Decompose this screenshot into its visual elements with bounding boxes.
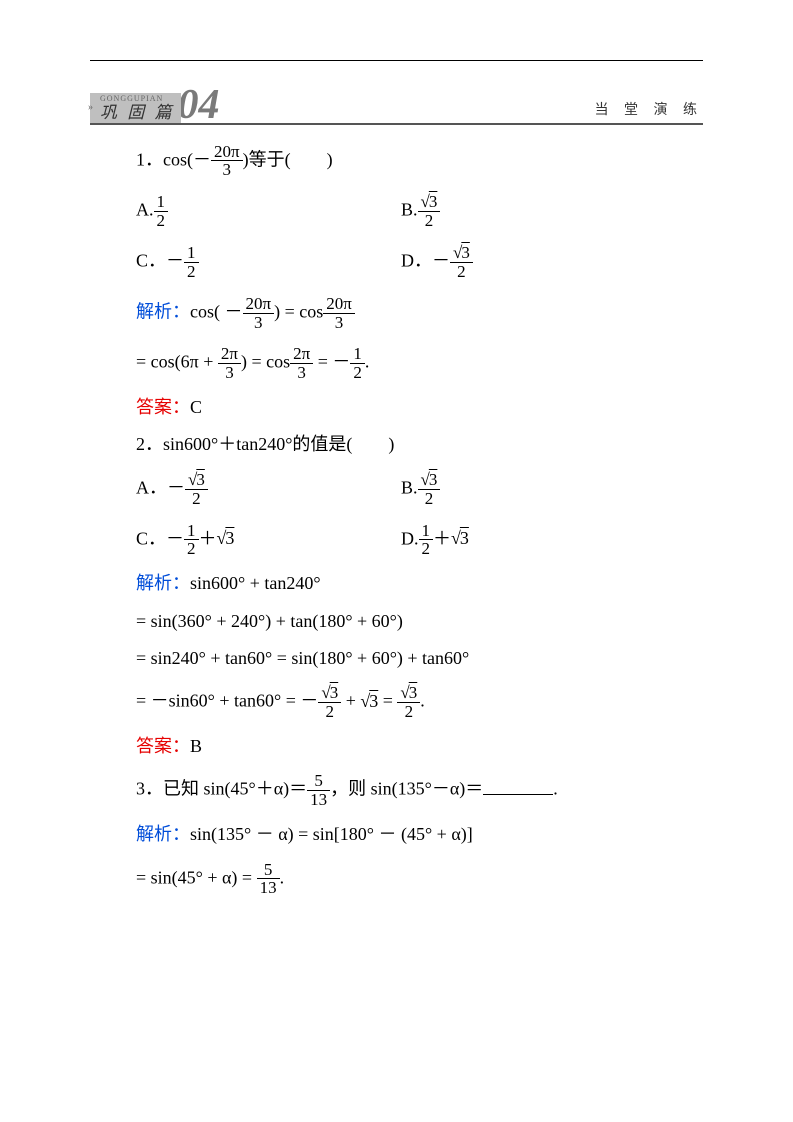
- choice-d: D.12＋3: [401, 522, 469, 559]
- badge-number: 04: [178, 89, 220, 123]
- q3-solution-1: 解析：sin(135° － α) = sin[180° － (45° + α)]: [136, 823, 703, 846]
- banner-right: 当 堂 演 练: [595, 99, 704, 123]
- label-answer: 答案：: [136, 736, 190, 756]
- page: » GONGGUPIAN 巩 固 篇 04 当 堂 演 练 1．cos(－20π…: [0, 0, 793, 951]
- label-solution: 解析：: [136, 824, 190, 844]
- text: 1．cos(－: [136, 149, 211, 169]
- content: 1．cos(－20π3)等于( ) A.12 B.32 C．－12 D．－32 …: [90, 143, 703, 898]
- q1-stem: 1．cos(－20π3)等于( ): [136, 143, 703, 180]
- chevron-icon: »: [88, 103, 93, 113]
- q2-stem: 2．sin600°＋tan240°的值是( ): [136, 433, 703, 456]
- q1-answer: 答案：C: [136, 396, 703, 419]
- q1-choices-ab: A.12 B.32: [136, 193, 703, 230]
- q2-solution-3: = sin240° + tan60° = sin(180° + 60°) + t…: [136, 647, 703, 670]
- q2-choices-ab: A．－32 B.32: [136, 471, 703, 508]
- label-solution: 解析：: [136, 573, 190, 593]
- fill-blank: [483, 794, 553, 795]
- badge-en: GONGGUPIAN: [100, 95, 175, 103]
- choice-c: C．－12: [136, 244, 401, 281]
- badge: » GONGGUPIAN 巩 固 篇 04: [90, 89, 220, 123]
- text: )等于( ): [243, 149, 333, 169]
- choice-d: D．－32: [401, 244, 473, 281]
- q2-solution-1: 解析：sin600° + tan240°: [136, 572, 703, 595]
- q3-stem: 3．已知 sin(45°＋α)＝513，则 sin(135°－α)＝.: [136, 772, 703, 809]
- q3-solution-2: = sin(45° + α) = 513.: [136, 861, 703, 898]
- q2-solution-4: = －sin60° + tan60° = －32 + 3 = 32.: [136, 684, 703, 721]
- fraction: 20π3: [211, 143, 243, 180]
- q2-choices-cd: C．－12＋3 D.12＋3: [136, 522, 703, 559]
- q1-choices-cd: C．－12 D．－32: [136, 244, 703, 281]
- q2-answer: 答案：B: [136, 735, 703, 758]
- choice-b: B.32: [401, 471, 440, 508]
- badge-box: » GONGGUPIAN 巩 固 篇: [90, 93, 181, 123]
- q2-solution-2: = sin(360° + 240°) + tan(180° + 60°): [136, 610, 703, 633]
- label-answer: 答案：: [136, 397, 190, 417]
- label-solution: 解析：: [136, 301, 190, 321]
- section-banner: » GONGGUPIAN 巩 固 篇 04 当 堂 演 练: [90, 89, 703, 125]
- badge-cn: 巩 固 篇: [100, 103, 175, 122]
- q1-solution-1: 解析：cos( －20π3) = cos20π3: [136, 295, 703, 332]
- choice-c: C．－12＋3: [136, 522, 401, 559]
- q1-solution-2: = cos(6π + 2π3) = cos2π3 = －12.: [136, 345, 703, 382]
- top-rule: [90, 60, 703, 61]
- choice-a: A.12: [136, 193, 401, 230]
- choice-a: A．－32: [136, 471, 401, 508]
- choice-b: B.32: [401, 193, 440, 230]
